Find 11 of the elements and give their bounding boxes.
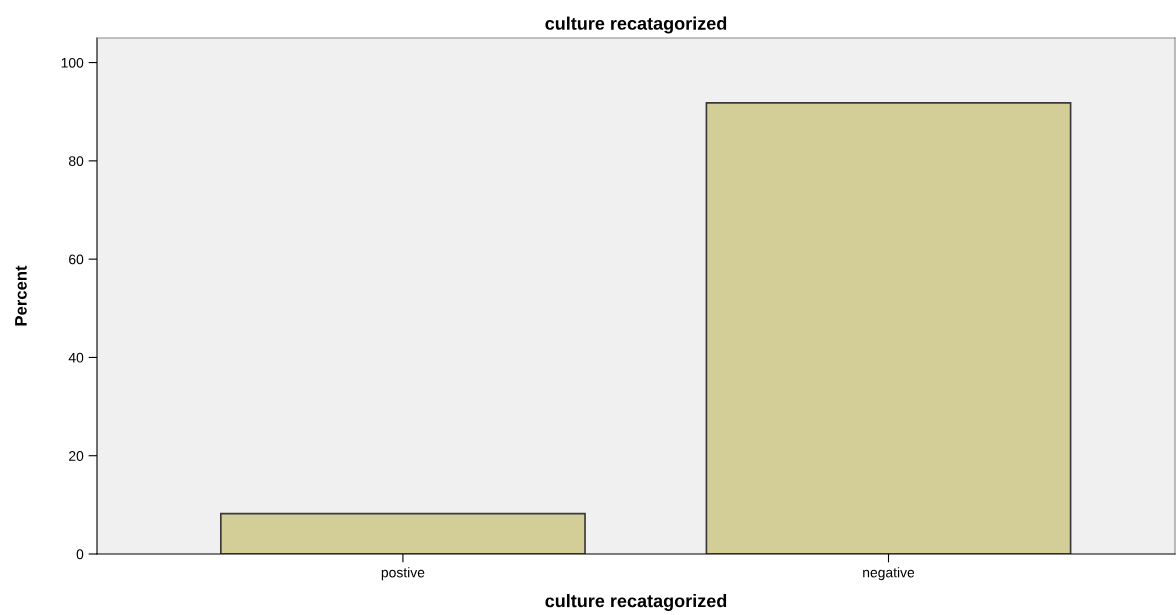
y-tick-label: 40 — [68, 352, 84, 363]
chart-title: culture recatagorized — [545, 16, 727, 34]
y-tick-label: 20 — [69, 451, 84, 461]
y-axis-title: Percent — [15, 265, 27, 326]
y-tick-label: 100 — [61, 57, 84, 68]
y-tick-label: 60 — [69, 254, 84, 265]
y-tick-label: 80 — [68, 156, 84, 167]
x-tick-label: negative — [863, 567, 915, 581]
y-tick-label: 0 — [76, 549, 84, 560]
x-axis-title: culture recatagorized — [545, 594, 727, 611]
x-tick-label: postive — [381, 567, 425, 581]
